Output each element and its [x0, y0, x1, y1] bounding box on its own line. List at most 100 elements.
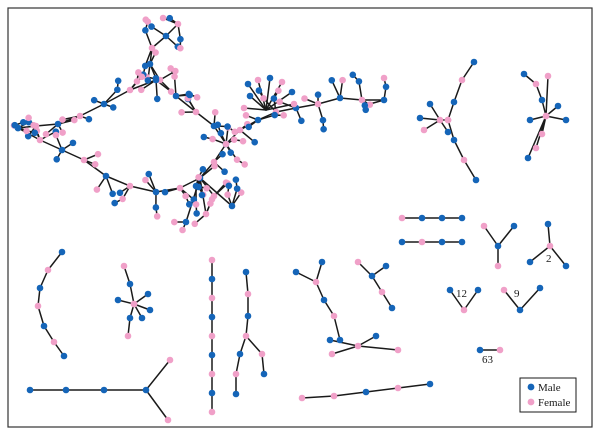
male-node	[355, 78, 363, 85]
male-node	[172, 92, 180, 100]
female-node	[354, 258, 362, 266]
edge	[483, 225, 499, 247]
female-node	[301, 95, 308, 102]
female-node	[544, 72, 552, 80]
male-node	[100, 100, 108, 108]
edge	[317, 97, 341, 105]
edge	[129, 283, 135, 305]
male-node	[251, 138, 259, 146]
female-node	[192, 201, 200, 208]
male-node	[320, 296, 328, 304]
male-node	[349, 71, 357, 79]
female-node	[239, 137, 247, 145]
edge	[243, 107, 267, 111]
male-node	[336, 94, 344, 102]
female-node	[380, 74, 388, 82]
male-node	[526, 258, 534, 266]
female-node	[241, 161, 248, 168]
female-node	[76, 112, 84, 120]
male-node	[53, 155, 61, 163]
female-node	[339, 76, 346, 84]
male-node	[510, 222, 518, 230]
male-node	[152, 204, 160, 211]
edge	[249, 95, 267, 111]
male-node	[232, 176, 240, 184]
female-node	[52, 131, 60, 139]
female-node	[232, 370, 240, 378]
male-node	[227, 149, 235, 156]
male-node	[221, 168, 228, 176]
female-node	[496, 346, 504, 354]
female-node	[152, 49, 159, 56]
male-node	[185, 90, 193, 98]
female-node	[44, 266, 52, 274]
female-node	[546, 242, 554, 250]
male-node	[208, 275, 216, 283]
male-node	[388, 304, 396, 312]
count-label-9: 9	[514, 288, 520, 300]
male-node	[476, 346, 484, 354]
male-node	[114, 77, 122, 85]
female-node	[222, 140, 230, 148]
male-node	[380, 96, 388, 104]
female-node	[179, 226, 186, 234]
male-node	[438, 238, 446, 246]
edge	[419, 117, 441, 121]
edge	[195, 111, 215, 127]
female-node	[211, 162, 218, 170]
edge	[199, 177, 233, 207]
male-node	[199, 166, 207, 173]
female-node	[532, 80, 540, 88]
female-node	[71, 116, 78, 124]
edge	[295, 103, 319, 109]
male-node	[153, 95, 161, 103]
male-node	[470, 58, 478, 66]
male-node	[319, 116, 327, 124]
female-node	[358, 96, 366, 104]
female-node	[242, 112, 250, 119]
male-node	[292, 268, 300, 276]
edge	[35, 123, 59, 127]
female-node	[240, 104, 248, 112]
male-node	[182, 218, 190, 226]
male-node	[562, 116, 570, 124]
male-node	[426, 380, 434, 388]
female-node	[378, 288, 386, 296]
edge	[261, 353, 265, 375]
legend-female-label: Female	[538, 397, 570, 409]
male-node	[474, 286, 482, 294]
edge	[503, 289, 521, 311]
female-node	[460, 306, 468, 314]
edge	[331, 345, 359, 355]
male-node	[195, 183, 202, 191]
female-node	[208, 408, 216, 416]
female-node	[394, 346, 402, 354]
female-node	[23, 127, 30, 135]
male-node	[458, 214, 466, 222]
female-node	[394, 384, 402, 392]
male-node	[141, 62, 149, 70]
edge	[447, 119, 455, 141]
male-node	[138, 314, 146, 322]
count-label-63: 63	[482, 354, 494, 366]
edge	[275, 107, 297, 113]
male-node	[426, 100, 434, 108]
male-node	[233, 185, 241, 192]
female-node	[59, 129, 66, 136]
female-node	[366, 101, 374, 108]
female-node	[233, 156, 241, 163]
female-node	[242, 332, 250, 340]
male-node	[26, 386, 34, 394]
edge	[549, 245, 567, 267]
edge	[333, 315, 341, 341]
male-node	[100, 386, 108, 394]
male-node	[298, 117, 305, 125]
edge	[333, 391, 367, 397]
female-node	[276, 98, 283, 106]
male-node	[326, 336, 334, 344]
male-node	[58, 248, 66, 256]
female-node	[34, 302, 42, 310]
male-node	[144, 290, 152, 298]
edge	[257, 79, 267, 111]
